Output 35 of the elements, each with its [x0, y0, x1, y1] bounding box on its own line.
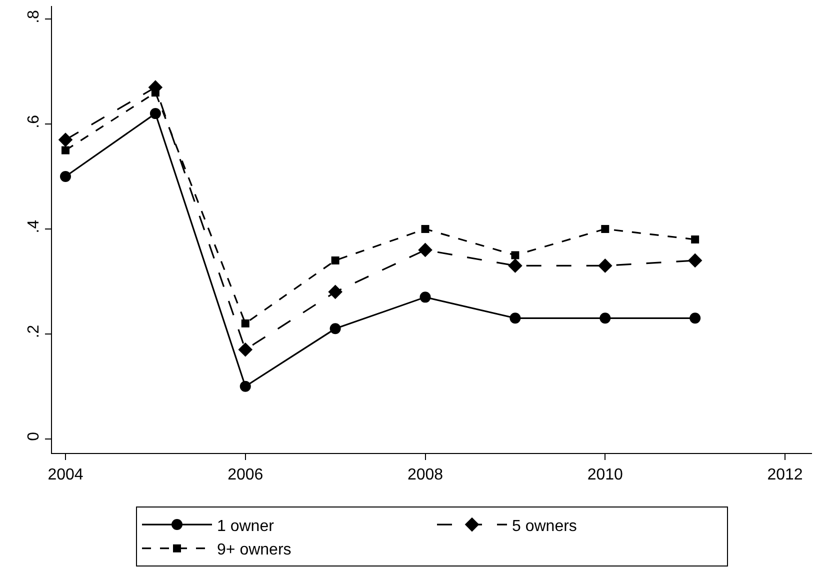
- x-tick-label: 2006: [228, 466, 264, 484]
- point: [238, 342, 253, 357]
- point: [691, 235, 700, 244]
- x-tick-label: 2004: [48, 466, 84, 484]
- y-tick-label: .2: [26, 324, 42, 338]
- y-tick-label: .4: [26, 220, 42, 234]
- point: [420, 292, 431, 303]
- point: [601, 224, 610, 233]
- x-tick-label: 2012: [767, 466, 803, 484]
- point: [330, 323, 341, 334]
- y-tick-label: 0: [26, 432, 42, 441]
- point: [600, 312, 611, 324]
- point: [421, 224, 430, 233]
- point: [61, 146, 70, 154]
- legend-label: 1 owner: [217, 518, 275, 535]
- point: [58, 132, 73, 147]
- legend-label: 9+ owners: [217, 542, 292, 559]
- point: [150, 108, 161, 120]
- point: [690, 312, 701, 324]
- point: [598, 258, 612, 273]
- point: [510, 312, 521, 324]
- point: [328, 284, 342, 300]
- legend-label: 5 owners: [512, 518, 577, 535]
- point: [508, 258, 522, 273]
- y-tick-label: .8: [26, 10, 42, 24]
- point: [511, 251, 520, 260]
- point: [240, 380, 251, 392]
- y-tick-label: .6: [26, 114, 42, 128]
- point: [241, 319, 250, 328]
- point: [60, 171, 71, 182]
- x-tick-label: 2010: [587, 466, 624, 484]
- x-tick-label: 2008: [407, 466, 444, 484]
- point: [331, 256, 340, 264]
- point: [688, 253, 702, 268]
- point: [418, 242, 432, 258]
